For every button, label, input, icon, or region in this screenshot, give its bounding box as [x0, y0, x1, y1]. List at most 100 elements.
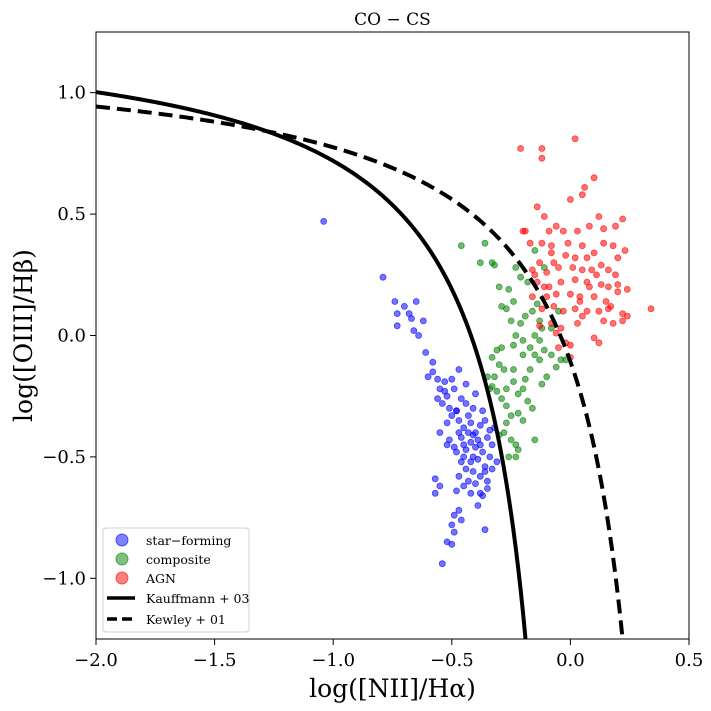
agn-point — [521, 227, 529, 235]
agn-point — [548, 249, 555, 257]
agn-point — [543, 268, 551, 276]
agn-point — [552, 329, 560, 337]
star-forming-point — [400, 302, 408, 310]
star-forming-point — [379, 273, 387, 281]
agn-point — [578, 266, 586, 274]
star-forming-point — [429, 368, 437, 376]
composite-point — [552, 363, 560, 371]
star-forming-point — [455, 472, 463, 480]
agn-point — [612, 271, 619, 279]
chart-title: CO − CS — [354, 10, 431, 30]
agn-point — [557, 278, 565, 286]
composite-point — [538, 380, 546, 388]
star-forming-point — [486, 453, 494, 461]
composite-point — [498, 344, 506, 352]
agn-point — [586, 222, 593, 230]
star-forming-point — [474, 502, 482, 509]
agn-point — [574, 319, 581, 327]
x-tick-label: −1.0 — [311, 650, 355, 671]
star-forming-point — [441, 387, 449, 395]
star-forming-point — [460, 441, 468, 449]
y-tick-label: 0.0 — [57, 326, 86, 347]
composite-point — [514, 409, 522, 417]
agn-point — [605, 266, 612, 274]
star-forming-point — [443, 441, 451, 449]
star-forming-point — [393, 310, 401, 318]
agn-point — [564, 239, 572, 247]
composite-point — [524, 397, 532, 405]
composite-point — [519, 336, 527, 344]
star-forming-point — [320, 217, 328, 225]
composite-point — [519, 385, 527, 393]
star-forming-point — [453, 487, 460, 495]
agn-point — [571, 276, 579, 284]
agn-point — [593, 271, 600, 279]
agn-point — [571, 135, 579, 143]
agn-point — [602, 298, 610, 305]
composite-point — [548, 351, 555, 359]
composite-point — [488, 353, 496, 361]
star-forming-point — [481, 468, 489, 475]
composite-point — [536, 336, 543, 344]
star-forming-point — [486, 426, 494, 434]
x-axis-label: log([NII]/Hα) — [309, 674, 476, 703]
agn-point — [578, 191, 586, 199]
agn-point — [576, 298, 584, 305]
y-tick-label: −0.5 — [42, 447, 86, 468]
legend-agn-marker — [115, 571, 129, 585]
composite-point — [495, 283, 503, 291]
agn-point — [612, 222, 619, 230]
star-forming-point — [457, 458, 465, 466]
legend-frame — [102, 527, 250, 633]
legend-composite-label: composite — [146, 552, 211, 567]
agn-point — [605, 305, 612, 313]
star-forming-point — [448, 540, 456, 548]
agn-point — [555, 264, 562, 271]
star-forming-point — [443, 419, 451, 427]
agn-point — [623, 312, 631, 320]
x-tick-label: 0.5 — [675, 650, 704, 671]
agn-point — [609, 319, 617, 327]
star-forming-point — [450, 511, 458, 519]
agn-point — [540, 283, 548, 291]
star-forming-point — [445, 404, 453, 412]
agn-point — [548, 242, 555, 250]
agn-point — [583, 307, 591, 315]
y-tick-label: 0.5 — [57, 204, 86, 225]
composite-point — [507, 317, 515, 325]
star-forming-point — [453, 448, 460, 456]
star-forming-point — [448, 412, 456, 420]
star-forming-point — [488, 465, 496, 473]
agn-point — [590, 249, 598, 257]
star-forming-point — [472, 390, 479, 398]
star-forming-point — [469, 468, 477, 475]
agn-point — [567, 196, 574, 203]
agn-point — [621, 247, 629, 254]
agn-point — [550, 259, 558, 267]
x-tick-label: 0.0 — [556, 650, 585, 671]
composite-point — [512, 453, 520, 461]
agn-point — [647, 305, 655, 313]
star-forming-point — [476, 441, 484, 449]
agn-point — [578, 242, 586, 250]
star-forming-point — [481, 526, 489, 534]
composite-point — [491, 261, 498, 269]
star-forming-point — [464, 412, 472, 420]
x-tick-label: −2.0 — [74, 650, 118, 671]
star-forming-point — [483, 477, 491, 485]
composite-point — [529, 404, 536, 412]
star-forming-point — [481, 417, 489, 424]
composite-point — [540, 346, 548, 354]
composite-point — [495, 361, 503, 369]
composite-point — [543, 373, 551, 381]
composite-point — [529, 307, 536, 315]
agn-point — [529, 293, 536, 301]
star-forming-point — [391, 298, 399, 305]
star-forming-point — [460, 482, 468, 490]
star-forming-point — [429, 358, 437, 366]
agn-point — [567, 290, 574, 298]
star-forming-point — [469, 431, 477, 439]
composite-point — [514, 390, 522, 398]
star-forming-point — [476, 421, 484, 429]
